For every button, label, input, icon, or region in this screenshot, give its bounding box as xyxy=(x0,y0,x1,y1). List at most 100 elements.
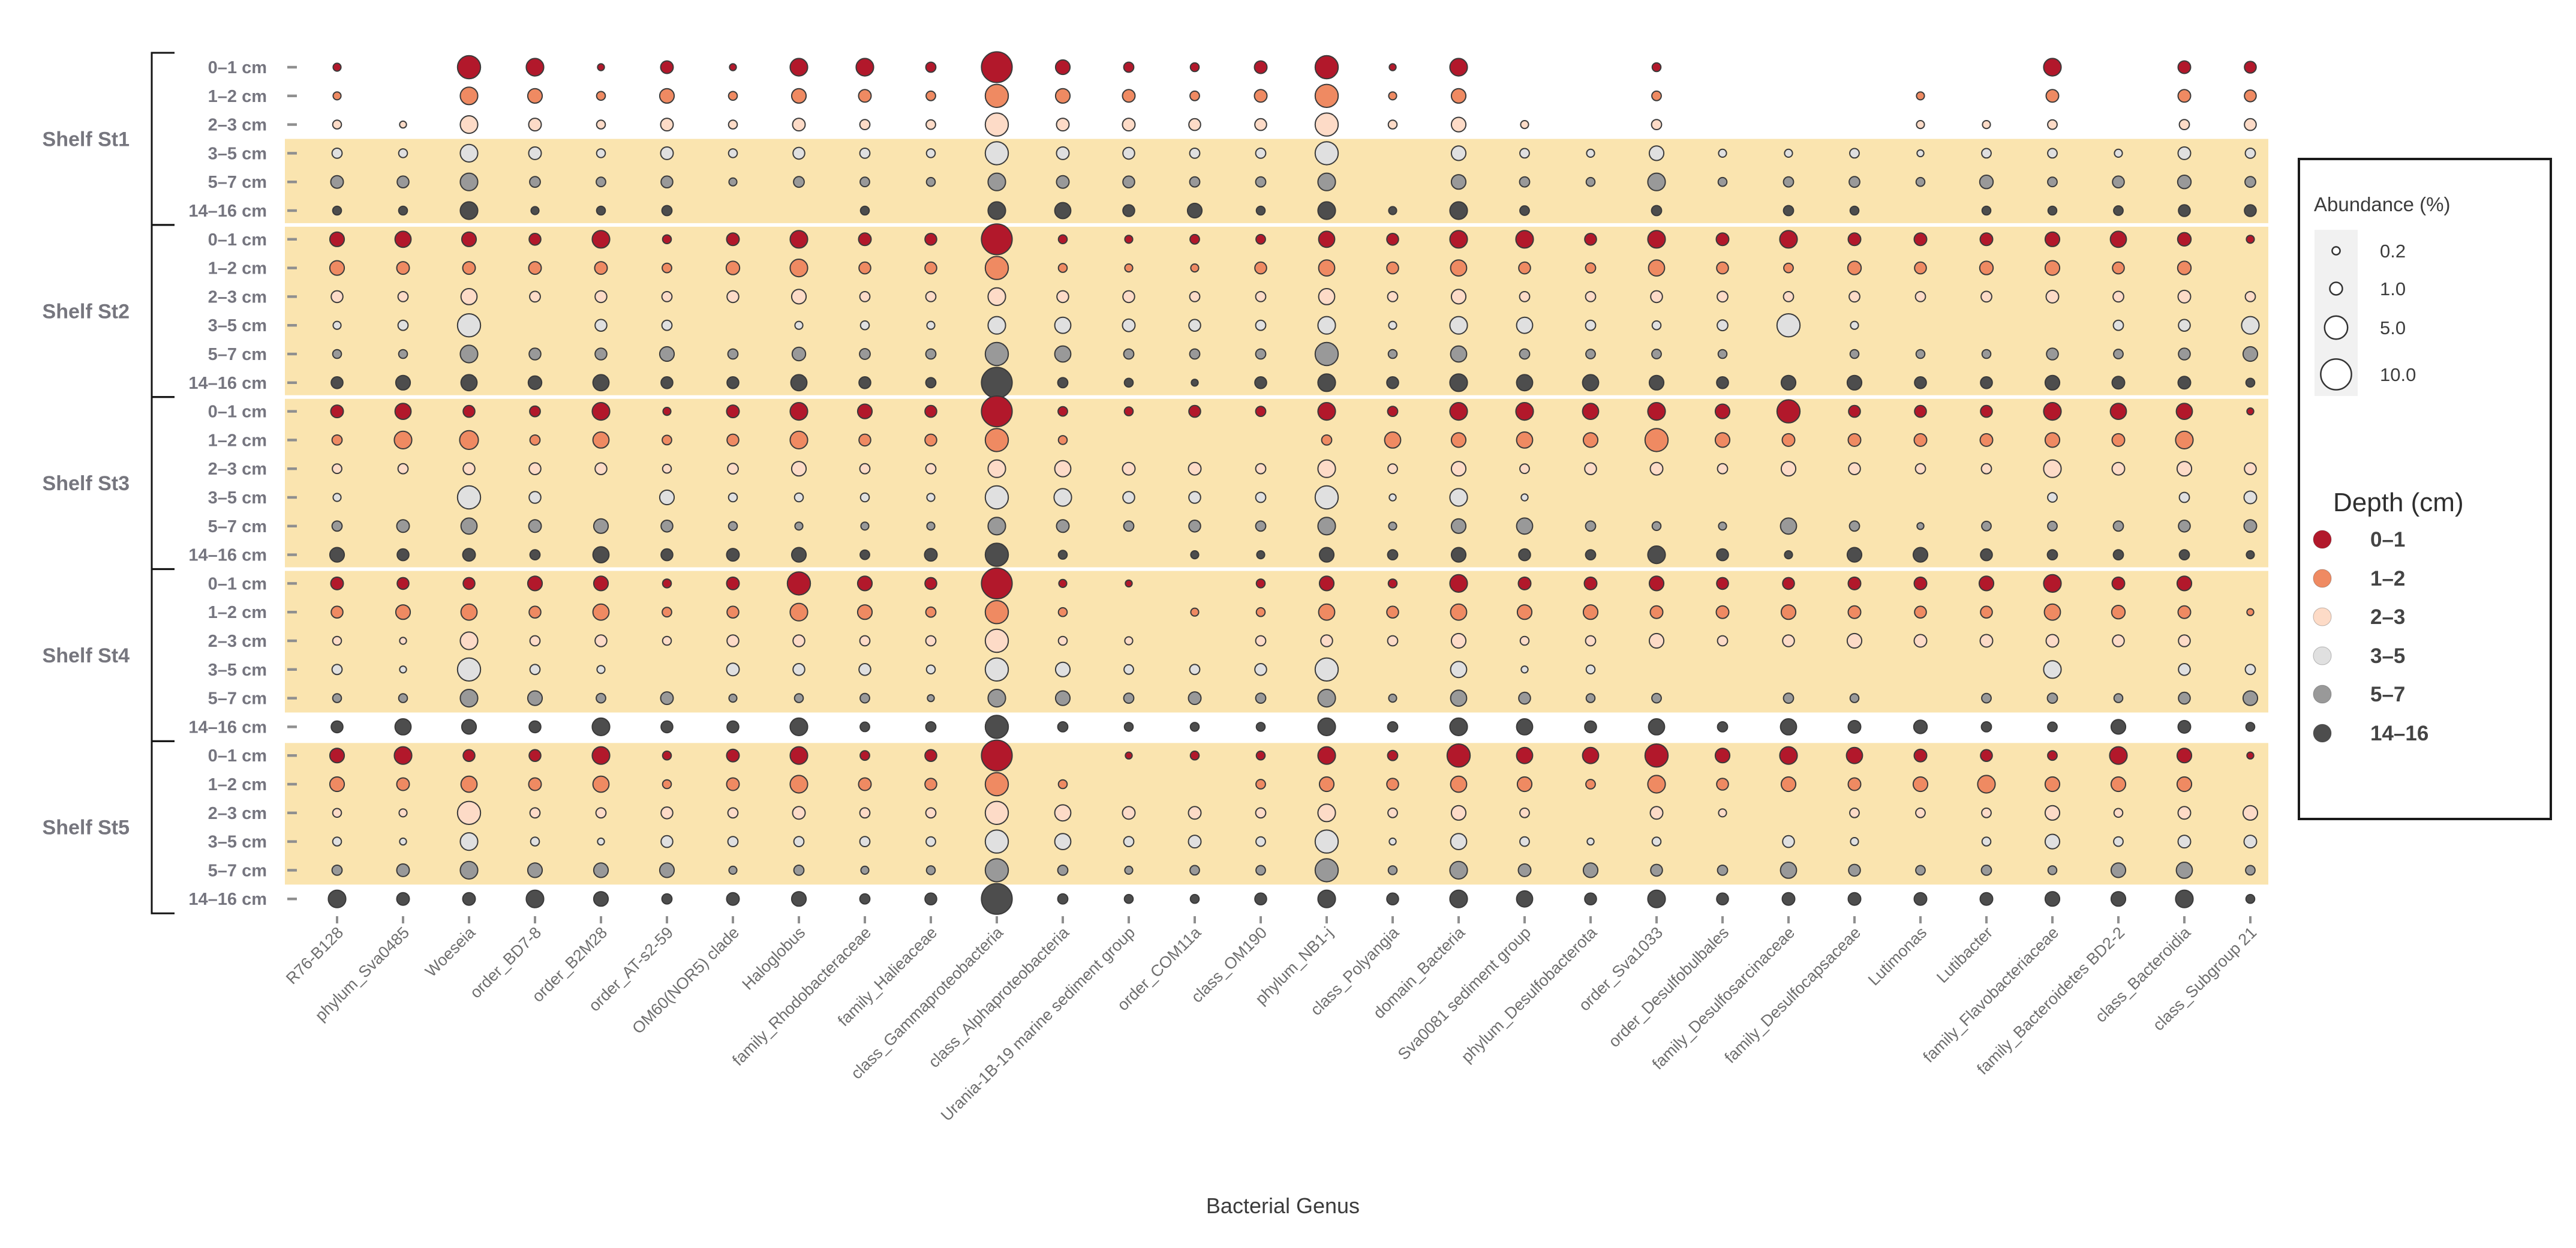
row-label: 0–1 cm xyxy=(208,574,267,593)
bubble xyxy=(1317,459,1336,478)
bubble xyxy=(2047,721,2058,733)
bubble xyxy=(1387,865,1398,875)
bubble xyxy=(1776,399,1801,424)
bubble xyxy=(1647,545,1666,565)
bubble xyxy=(856,403,873,419)
x-tick xyxy=(1128,916,1130,923)
bubble xyxy=(2178,204,2191,217)
bubble xyxy=(1254,261,1267,275)
bubble xyxy=(1122,318,1136,332)
bubble xyxy=(859,836,871,847)
bubble xyxy=(1449,488,1468,507)
bubble xyxy=(1585,779,1596,790)
bubble xyxy=(1122,461,1136,476)
bubble xyxy=(727,463,739,475)
bubble xyxy=(729,63,737,71)
bubble xyxy=(662,779,672,790)
bubble xyxy=(1189,233,1200,245)
bubble xyxy=(1913,232,1928,247)
bubble xyxy=(925,865,936,875)
bubble xyxy=(591,402,611,421)
bubble xyxy=(594,634,608,647)
bubble xyxy=(597,63,605,71)
bubble xyxy=(859,692,870,704)
bubble xyxy=(398,205,408,216)
bubble xyxy=(1053,488,1072,507)
bubble xyxy=(1190,550,1200,560)
row-label: 2–3 cm xyxy=(208,460,267,479)
bubble xyxy=(2043,660,2062,679)
bubble xyxy=(332,836,342,847)
bubble xyxy=(790,891,807,907)
bubble xyxy=(1188,806,1202,820)
bubble xyxy=(1386,261,1399,275)
bubble xyxy=(1584,892,1597,905)
bubble xyxy=(1254,892,1267,905)
x-tick xyxy=(2117,916,2120,923)
bubble xyxy=(1849,148,1860,159)
bubble xyxy=(1188,319,1201,332)
bubble xyxy=(1518,261,1531,275)
bubble xyxy=(1449,58,1468,77)
row-label: 5–7 cm xyxy=(208,345,267,364)
bubble xyxy=(1255,233,1266,245)
x-tick xyxy=(798,916,800,923)
bubble xyxy=(1582,862,1599,878)
bubble xyxy=(1449,373,1468,392)
bubble xyxy=(924,261,937,275)
bubble xyxy=(1914,404,1927,418)
bubble xyxy=(1450,775,1468,793)
bubble xyxy=(856,575,873,592)
bubble xyxy=(530,206,540,215)
x-tick xyxy=(1787,916,1790,923)
bubble xyxy=(2111,376,2126,390)
bubble xyxy=(662,262,672,274)
x-tick xyxy=(930,916,932,923)
bubble xyxy=(984,628,1009,653)
bubble xyxy=(1449,889,1468,908)
bubble xyxy=(2112,261,2125,275)
bubble xyxy=(1057,263,1068,273)
bubble xyxy=(456,485,482,510)
bubble xyxy=(399,637,407,645)
bubble xyxy=(2177,260,2192,275)
bubble xyxy=(2178,634,2191,647)
bubble xyxy=(462,577,476,590)
bubble xyxy=(1717,290,1729,303)
row-label: 14–16 cm xyxy=(188,374,267,393)
bubble xyxy=(1123,836,1135,847)
x-tick xyxy=(600,916,602,923)
bubble xyxy=(1981,205,1992,216)
bubble xyxy=(987,172,1006,191)
x-tick xyxy=(1655,916,1658,923)
bubble xyxy=(1644,428,1669,452)
bubble xyxy=(595,807,607,819)
bubble xyxy=(529,290,541,303)
bubble xyxy=(2043,459,2062,478)
bubble xyxy=(591,717,611,737)
bubble xyxy=(1387,721,1399,733)
bubble xyxy=(396,577,410,590)
bubble xyxy=(1387,463,1398,475)
bubble xyxy=(529,635,541,647)
bubble xyxy=(396,261,410,275)
bubble xyxy=(1977,775,1996,794)
y-tick xyxy=(287,668,297,671)
bubble xyxy=(984,83,1009,109)
bubble xyxy=(660,520,674,533)
bubble xyxy=(1186,202,1203,219)
bubble xyxy=(2045,289,2060,304)
bubble xyxy=(1386,892,1399,905)
row-label: 14–16 cm xyxy=(188,546,267,565)
bubble xyxy=(2177,605,2192,619)
bubble xyxy=(661,205,673,217)
bubble xyxy=(528,491,542,504)
bubble xyxy=(2242,346,2259,362)
bubble xyxy=(462,892,476,906)
bubble xyxy=(793,693,804,703)
bubble xyxy=(2177,719,2192,734)
bubble xyxy=(1780,517,1798,535)
bubble xyxy=(1849,807,1860,818)
bubble xyxy=(2044,432,2061,448)
